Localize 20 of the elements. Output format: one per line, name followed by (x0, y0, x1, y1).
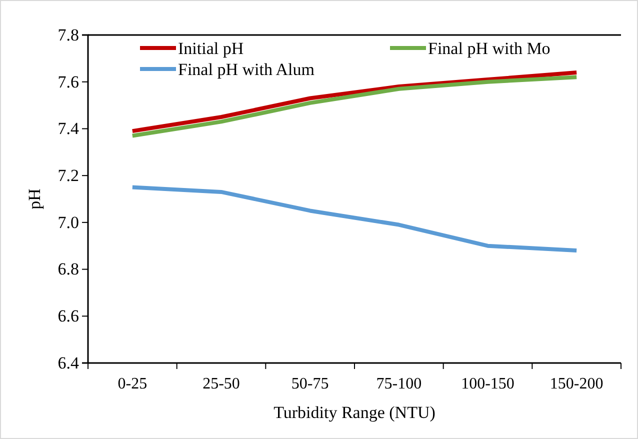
y-tick-label: 7.0 (58, 212, 79, 232)
y-tick-label: 7.6 (58, 72, 79, 92)
x-tick-label: 100-150 (461, 375, 514, 392)
x-tick-label: 50-75 (291, 375, 329, 392)
x-tick-label: 0-25 (118, 375, 148, 392)
y-tick-label: 7.8 (58, 25, 79, 44)
y-tick-label: 6.6 (58, 306, 79, 326)
y-tick-label: 7.4 (58, 119, 80, 138)
y-axis-title: pH (25, 188, 44, 210)
y-tick-label: 6.4 (58, 353, 80, 372)
x-tick-label: 150-200 (550, 375, 604, 392)
legend-label: Final pH with Alum (178, 60, 314, 79)
y-tick-label: 7.2 (58, 166, 79, 186)
line-series (130, 185, 579, 253)
x-tick-label: 25-50 (202, 375, 240, 392)
y-tick-label: 6.8 (58, 260, 79, 279)
legend-label: Initial pH (178, 39, 244, 58)
x-axis-title: Turbidity Range (NTU) (274, 403, 436, 422)
legend-label: Final pH with Mo (428, 39, 550, 58)
x-tick-label: 75-100 (376, 375, 422, 392)
